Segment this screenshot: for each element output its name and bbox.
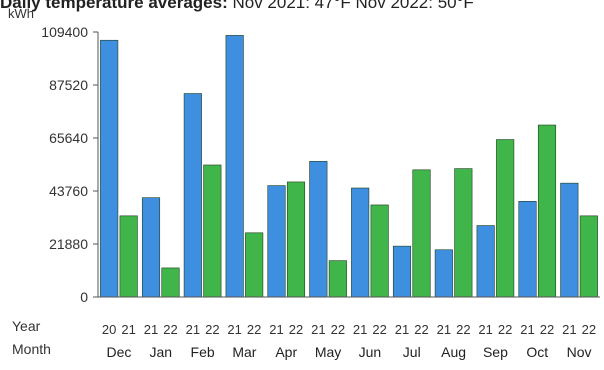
y-tick-label-0: 0	[80, 289, 88, 305]
x-month-label-dec: Dec	[106, 344, 131, 360]
x-month-label-nov: Nov	[567, 344, 592, 360]
x-year-label-b-jun: 22	[372, 322, 386, 337]
header-rest-text: Nov 2021: 47°F Nov 2022: 50°F	[227, 0, 474, 12]
bar-b-sep	[496, 139, 515, 298]
x-year-label-b-oct: 22	[540, 322, 554, 337]
bar-b-oct	[537, 124, 557, 298]
x-month-label-sep: Sep	[483, 344, 508, 360]
x-month-label-jun: Jun	[359, 344, 382, 360]
x-year-label-b-jul: 22	[414, 322, 428, 337]
bar-b-dec	[119, 215, 138, 298]
bars-group	[100, 35, 598, 298]
x-year-label-b-apr: 22	[289, 322, 303, 337]
x-year-label-a-jul: 21	[395, 322, 409, 337]
bar-a-jul	[392, 245, 412, 298]
bar-b-nov	[579, 215, 598, 298]
x-year-label-a-aug: 21	[437, 322, 451, 337]
x-month-label-jul: Jul	[403, 344, 421, 360]
bar-b-jun	[370, 204, 389, 298]
x-year-label-b-nov: 22	[582, 322, 596, 337]
y-tick-label-5: 109400	[41, 24, 88, 40]
bar-a-jan	[141, 197, 161, 298]
x-year-label-a-oct: 21	[520, 322, 534, 337]
y-axis: 0 21880 43760 65640 87520 109400	[41, 24, 99, 305]
x-year-label-a-jun: 21	[353, 322, 367, 337]
bar-b-jul	[412, 169, 431, 298]
bar-b-jan	[161, 267, 180, 298]
x-month-label-may: May	[315, 344, 341, 360]
x-month-label-apr: Apr	[275, 344, 297, 360]
bar-b-mar	[245, 232, 264, 298]
x-year-label-a-dec: 20	[102, 322, 116, 337]
bar-a-jun	[351, 187, 370, 298]
x-year-label-a-sep: 21	[478, 322, 492, 337]
x-month-label-mar: Mar	[232, 344, 256, 360]
year-row-label: Year	[12, 318, 41, 334]
bar-a-mar	[225, 35, 244, 298]
x-year-label-b-mar: 22	[247, 322, 261, 337]
x-axis: 20 21 Dec 21 22 Jan 21 22 Feb 21 22 Mar 21 22 Apr 21 22 M…	[102, 322, 596, 360]
x-month-label-oct: Oct	[526, 344, 548, 360]
bar-a-nov	[560, 182, 579, 298]
bar-a-apr	[267, 185, 286, 298]
bar-b-may	[328, 260, 347, 298]
header-bold-text: Daily temperature averages:	[0, 0, 228, 12]
x-year-label-b-aug: 22	[456, 322, 470, 337]
x-month-label-jan: Jan	[149, 344, 172, 360]
bar-a-feb	[183, 93, 202, 298]
x-year-label-a-nov: 21	[562, 322, 576, 337]
x-month-label-aug: Aug	[441, 344, 466, 360]
y-tick-label-1: 21880	[49, 236, 88, 252]
y-tick-label-4: 87520	[49, 77, 88, 93]
x-year-label-b-jan: 22	[163, 322, 177, 337]
y-tick-label-3: 65640	[49, 130, 88, 146]
x-year-label-b-may: 22	[331, 322, 345, 337]
x-year-label-a-jan: 21	[144, 322, 158, 337]
x-year-label-b-sep: 22	[498, 322, 512, 337]
y-axis-label: kWh	[8, 6, 34, 21]
bar-b-apr	[286, 181, 306, 298]
bar-b-aug	[454, 168, 473, 298]
x-year-label-a-mar: 21	[227, 322, 241, 337]
bar-a-oct	[518, 201, 537, 298]
x-year-label-a-may: 21	[311, 322, 325, 337]
x-year-label-a-apr: 21	[269, 322, 283, 337]
bar-a-aug	[434, 249, 453, 298]
bar-a-sep	[476, 225, 495, 298]
chart-header: Daily temperature averages: Nov 2021: 47…	[0, 0, 474, 13]
x-year-label-b-dec: 21	[121, 322, 135, 337]
bar-a-may	[309, 161, 328, 298]
x-month-label-feb: Feb	[191, 344, 215, 360]
y-tick-label-2: 43760	[49, 183, 88, 199]
bar-b-feb	[203, 164, 222, 298]
bar-a-dec	[100, 39, 119, 298]
x-year-label-a-feb: 21	[186, 322, 200, 337]
month-row-label: Month	[12, 341, 51, 357]
x-year-label-b-feb: 22	[205, 322, 219, 337]
